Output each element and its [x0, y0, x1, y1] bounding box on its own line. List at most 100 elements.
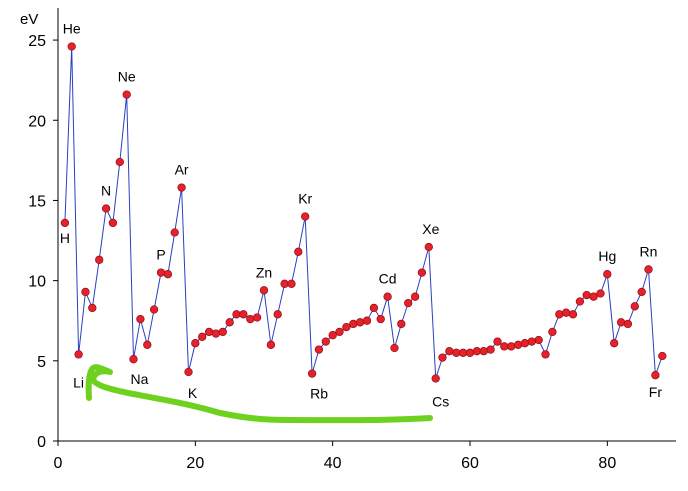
- element-label: P: [156, 247, 165, 263]
- data-point: [88, 303, 97, 313]
- element-label: Li: [73, 374, 84, 390]
- data-point: [561, 308, 571, 317]
- green-annotation-stroke: [85, 364, 433, 424]
- element-label: Na: [131, 371, 149, 387]
- data-point: [314, 345, 324, 354]
- data-point: [246, 314, 255, 324]
- y-tick-label: 5: [37, 354, 46, 371]
- data-point: [465, 348, 475, 357]
- data-point: [108, 218, 118, 228]
- y-unit-label: eV: [20, 11, 38, 28]
- data-point: [404, 298, 413, 308]
- data-point: [424, 242, 433, 252]
- data-point: [369, 303, 379, 313]
- data-point: [156, 268, 166, 277]
- data-point: [520, 339, 530, 348]
- data-point: [431, 374, 440, 383]
- data-point: [115, 157, 124, 167]
- element-labels-layer: He H Ne N Li Na P Ar K Zn Kr Rb Cd Xe Cs Hg Rn Fr: [60, 21, 663, 410]
- data-point: [493, 337, 502, 346]
- series-line: [64, 46, 663, 379]
- data-point: [321, 337, 330, 346]
- element-label: Fr: [649, 384, 663, 400]
- data-point: [616, 318, 626, 327]
- data-point: [129, 355, 138, 364]
- element-label: He: [63, 21, 81, 37]
- element-label: Kr: [298, 191, 312, 207]
- data-point: [644, 265, 653, 274]
- data-point: [101, 204, 111, 213]
- data-point: [603, 270, 612, 279]
- y-ticks: 0 5 10 15 20 25: [28, 33, 58, 451]
- data-point: [541, 350, 550, 359]
- data-point: [184, 367, 193, 377]
- series-line-layer: [64, 46, 663, 379]
- data-point: [198, 332, 207, 341]
- data-point: [177, 183, 186, 192]
- data-point: [479, 347, 488, 356]
- data-point: [507, 342, 516, 351]
- data-point: [513, 340, 523, 349]
- data-point: [383, 292, 392, 301]
- data-point: [149, 305, 159, 314]
- element-label: Ar: [175, 162, 189, 178]
- points-layer: [60, 42, 667, 383]
- element-label: K: [188, 385, 198, 401]
- data-point: [397, 319, 406, 329]
- data-point: [623, 319, 633, 329]
- y-tick-label: 20: [28, 113, 46, 130]
- data-point: [658, 351, 667, 361]
- data-point: [273, 310, 282, 319]
- data-point: [527, 337, 536, 346]
- data-point: [610, 339, 619, 348]
- data-point: [445, 347, 454, 356]
- data-point: [143, 340, 152, 349]
- y-tick-label: 15: [28, 193, 46, 210]
- data-point: [568, 310, 578, 319]
- element-label: H: [60, 230, 70, 246]
- data-point: [287, 279, 296, 288]
- data-point: [555, 310, 564, 319]
- element-label: N: [101, 183, 111, 199]
- data-point: [211, 329, 221, 338]
- x-tick-label: 60: [461, 455, 479, 472]
- element-label: Xe: [422, 221, 439, 237]
- data-point: [342, 322, 351, 332]
- element-label: Cs: [432, 394, 449, 410]
- y-tick-label: 0: [37, 434, 46, 451]
- data-point: [74, 350, 83, 359]
- data-point: [534, 335, 543, 345]
- data-point: [362, 316, 372, 325]
- data-point: [252, 313, 262, 322]
- data-point: [438, 353, 447, 362]
- data-point: [582, 290, 591, 300]
- data-point: [596, 289, 605, 298]
- data-point: [486, 345, 495, 354]
- x-ticks: 0 20 40 60 80: [54, 441, 616, 472]
- element-label: Zn: [256, 264, 272, 280]
- data-point: [458, 348, 468, 357]
- data-point: [575, 297, 585, 306]
- data-point: [349, 319, 358, 329]
- data-point: [390, 343, 399, 353]
- data-point: [335, 327, 344, 337]
- data-point: [136, 314, 145, 324]
- data-point: [548, 327, 557, 337]
- data-point: [239, 310, 248, 319]
- data-point: [204, 327, 214, 337]
- data-point: [410, 292, 420, 301]
- data-point: [225, 318, 234, 327]
- data-point: [307, 369, 317, 378]
- data-point: [67, 42, 76, 51]
- x-tick-label: 0: [54, 455, 63, 472]
- data-point: [637, 287, 646, 297]
- data-point: [500, 342, 509, 351]
- data-point: [232, 310, 241, 319]
- data-point: [355, 318, 365, 327]
- data-point: [630, 302, 639, 311]
- data-point: [328, 331, 337, 340]
- x-tick-label: 20: [186, 455, 204, 472]
- data-point: [301, 212, 310, 221]
- data-point: [122, 90, 131, 99]
